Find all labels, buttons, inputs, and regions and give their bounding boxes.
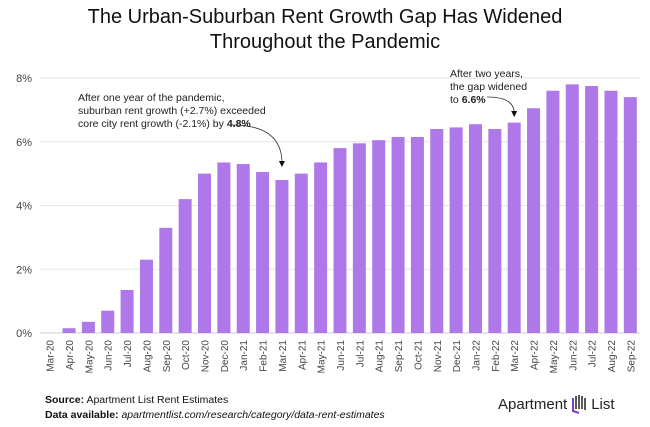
logo-text-right: List	[591, 395, 615, 413]
bar-May-22	[546, 90, 560, 333]
annotation-line: to	[450, 94, 462, 106]
x-tick-label: May-22	[549, 340, 560, 374]
y-tick-label: 8%	[16, 73, 32, 85]
x-tick-label: Nov-20	[201, 340, 212, 373]
annotation-two-years: After two years, the gap widened to 6.6%	[450, 68, 527, 107]
source-text: Apartment List Rent Estimates	[86, 394, 229, 406]
x-tick-label: Sep-22	[626, 340, 637, 373]
annotation-arrow	[231, 124, 283, 164]
bar-Oct-20	[178, 199, 192, 333]
x-tick-label: Mar-22	[510, 340, 521, 372]
bar-May-21	[314, 162, 328, 333]
x-tick-label: Dec-20	[220, 340, 231, 373]
y-tick-label: 6%	[16, 137, 32, 149]
bar-Dec-21	[449, 127, 463, 333]
bar-Sep-21	[391, 136, 405, 333]
bar-Jan-21	[236, 164, 250, 333]
bar-Nov-21	[430, 129, 444, 333]
bar-Mar-22	[507, 122, 521, 333]
x-tick-label: Dec-21	[452, 340, 463, 373]
x-tick-label: Jan-22	[471, 340, 482, 371]
y-tick-label: 2%	[16, 264, 32, 276]
x-tick-label: Jun-20	[104, 340, 115, 371]
x-tick-label: Feb-21	[259, 340, 270, 372]
source-note: Source: Apartment List Rent Estimates	[45, 394, 228, 406]
logo-text-left: Apartment	[498, 395, 568, 413]
x-tick-label: Aug-22	[607, 340, 618, 373]
x-tick-label: May-21	[317, 340, 328, 374]
x-tick-label: Mar-20	[46, 340, 57, 372]
bar-Jun-21	[333, 148, 347, 333]
bar-Jul-20	[120, 289, 134, 333]
bar-Nov-20	[198, 173, 212, 333]
x-tick-label: Jan-21	[239, 340, 250, 371]
x-tick-label: Aug-21	[375, 340, 386, 373]
annotation-arrow	[486, 96, 515, 114]
x-tick-label: Oct-21	[413, 340, 424, 370]
bar-Dec-20	[217, 162, 231, 333]
bar-Jan-22	[468, 124, 482, 333]
bar-Feb-22	[488, 129, 502, 333]
arrowhead-icon	[278, 161, 285, 167]
annotation-line: core city rent growth (-2.1%) by	[78, 118, 227, 130]
annotation-line: After two years,	[450, 68, 523, 80]
annotation-value: 4.8%	[226, 118, 251, 130]
x-tick-label: Jun-21	[336, 340, 347, 371]
bar-Jun-22	[565, 84, 579, 333]
x-tick-label: Apr-22	[530, 340, 541, 370]
bar-Sep-20	[159, 227, 173, 333]
x-tick-label: Jul-21	[355, 340, 366, 368]
annotation-line: the gap widened	[450, 81, 528, 93]
chart-title-line-2: Throughout the Pandemic	[209, 31, 441, 53]
bar-Aug-21	[372, 140, 386, 333]
x-tick-label: Mar-21	[278, 340, 289, 372]
source-label: Source:	[45, 394, 85, 406]
y-tick-label: 4%	[16, 201, 32, 213]
bar-Jul-21	[352, 143, 366, 333]
annotation-value: 6.6%	[461, 94, 486, 106]
arrowhead-icon	[511, 111, 518, 117]
x-tick-label: Oct-20	[181, 340, 192, 370]
bar-Feb-21	[256, 172, 270, 333]
x-tick-label: Feb-22	[491, 340, 502, 372]
x-tick-label: Nov-21	[433, 340, 444, 373]
x-tick-label: Aug-20	[142, 340, 153, 373]
y-tick-label: 0%	[16, 328, 32, 340]
bar-May-20	[81, 321, 95, 333]
x-tick-label: Jun-22	[568, 340, 579, 371]
bar-Jun-20	[101, 310, 115, 333]
annotation-one-year: After one year of the pandemic, suburban…	[78, 92, 266, 131]
bar-Aug-22	[604, 90, 618, 333]
x-tick-label: Apr-21	[297, 340, 308, 370]
bar-Sep-22	[623, 97, 637, 333]
x-tick-label: Apr-20	[65, 340, 76, 370]
x-tick-label: May-20	[84, 340, 95, 374]
annotation-line: After one year of the pandemic,	[78, 92, 225, 104]
data-label: Data available:	[45, 409, 119, 421]
data-note: Data available: apartmentlist.com/resear…	[45, 409, 385, 421]
bar-Apr-20	[62, 328, 76, 333]
chart-title-line-1: The Urban-Suburban Rent Growth Gap Has W…	[87, 6, 563, 28]
bar-Aug-20	[139, 259, 153, 333]
x-tick-label: Jul-20	[123, 340, 134, 368]
bar-Apr-21	[294, 173, 308, 333]
logo-mark-icon	[572, 395, 586, 414]
bar-Jul-22	[585, 85, 599, 333]
x-tick-label: Jul-22	[588, 340, 599, 368]
x-tick-label: Sep-21	[394, 340, 405, 373]
bar-Apr-22	[527, 108, 541, 333]
apartment-list-logo: Apartment List	[498, 394, 615, 414]
annotation-line: suburban rent growth (+2.7%) exceeded	[78, 105, 266, 117]
bar-Oct-21	[410, 136, 424, 333]
data-link: apartmentlist.com/research/category/data…	[121, 409, 385, 421]
bar-Mar-21	[275, 180, 289, 333]
x-tick-label: Sep-20	[162, 340, 173, 373]
